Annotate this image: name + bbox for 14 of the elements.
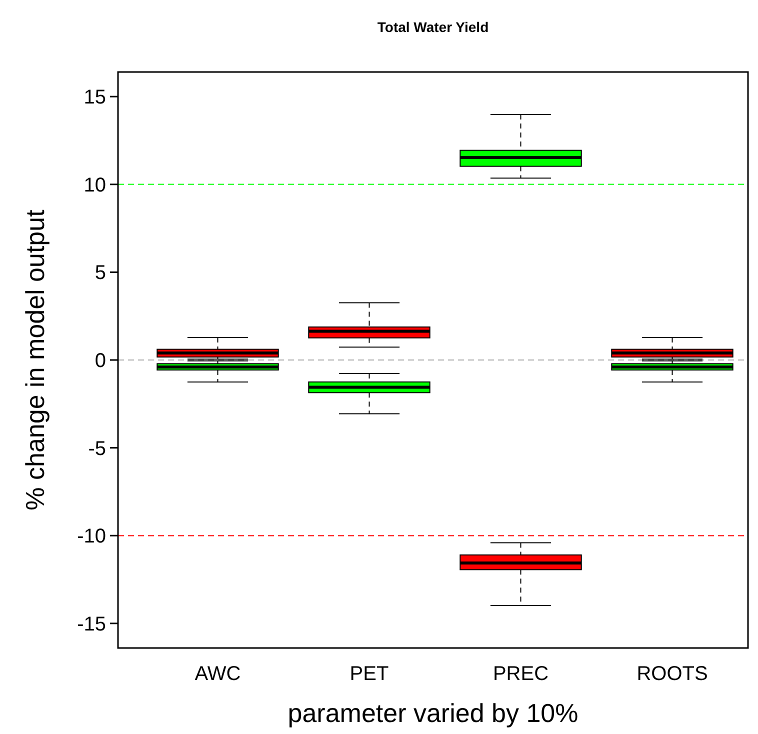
chart-title: Total Water Yield bbox=[377, 19, 489, 35]
y-tick-label: -15 bbox=[77, 613, 106, 636]
y-tick-label: 0 bbox=[94, 350, 106, 372]
y-tick-label: -5 bbox=[88, 438, 106, 460]
y-tick-label: 15 bbox=[84, 86, 106, 109]
x-tick-label: ROOTS bbox=[636, 663, 708, 685]
x-axis-title: parameter varied by 10% bbox=[288, 698, 578, 728]
y-tick-label: 10 bbox=[84, 174, 106, 196]
y-tick-label: -10 bbox=[77, 526, 106, 548]
x-tick-label: PREC bbox=[492, 663, 549, 685]
x-tick-label: AWC bbox=[194, 663, 241, 685]
x-tick-label: PET bbox=[350, 663, 389, 685]
y-tick-label: 5 bbox=[94, 262, 106, 284]
y-axis-title: % change in model output bbox=[20, 208, 50, 510]
